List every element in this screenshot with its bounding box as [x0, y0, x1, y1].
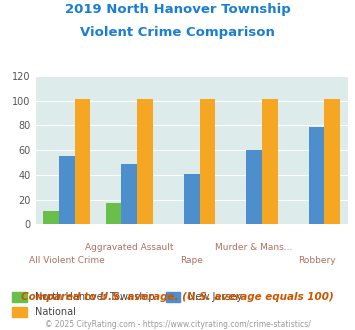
Bar [43, 211, 59, 224]
Legend: North Hanover Township, National, New Jersey: North Hanover Township, National, New Je… [12, 292, 242, 317]
Bar [262, 99, 278, 224]
Bar [59, 156, 75, 224]
Bar [246, 150, 262, 224]
Text: © 2025 CityRating.com - https://www.cityrating.com/crime-statistics/: © 2025 CityRating.com - https://www.city… [45, 320, 310, 329]
Text: Aggravated Assault: Aggravated Assault [85, 243, 174, 251]
Text: All Violent Crime: All Violent Crime [29, 256, 105, 265]
Bar [184, 174, 200, 224]
Text: Rape: Rape [180, 256, 203, 265]
Text: Robbery: Robbery [298, 256, 335, 265]
Bar [200, 99, 215, 224]
Text: Compared to U.S. average. (U.S. average equals 100): Compared to U.S. average. (U.S. average … [21, 292, 334, 302]
Bar [121, 164, 137, 224]
Bar [137, 99, 153, 224]
Bar [106, 203, 121, 224]
Text: Murder & Mans...: Murder & Mans... [215, 243, 293, 251]
Bar [324, 99, 340, 224]
Bar [75, 99, 90, 224]
Bar [309, 127, 324, 224]
Text: Violent Crime Comparison: Violent Crime Comparison [80, 26, 275, 39]
Text: 2019 North Hanover Township: 2019 North Hanover Township [65, 3, 290, 16]
